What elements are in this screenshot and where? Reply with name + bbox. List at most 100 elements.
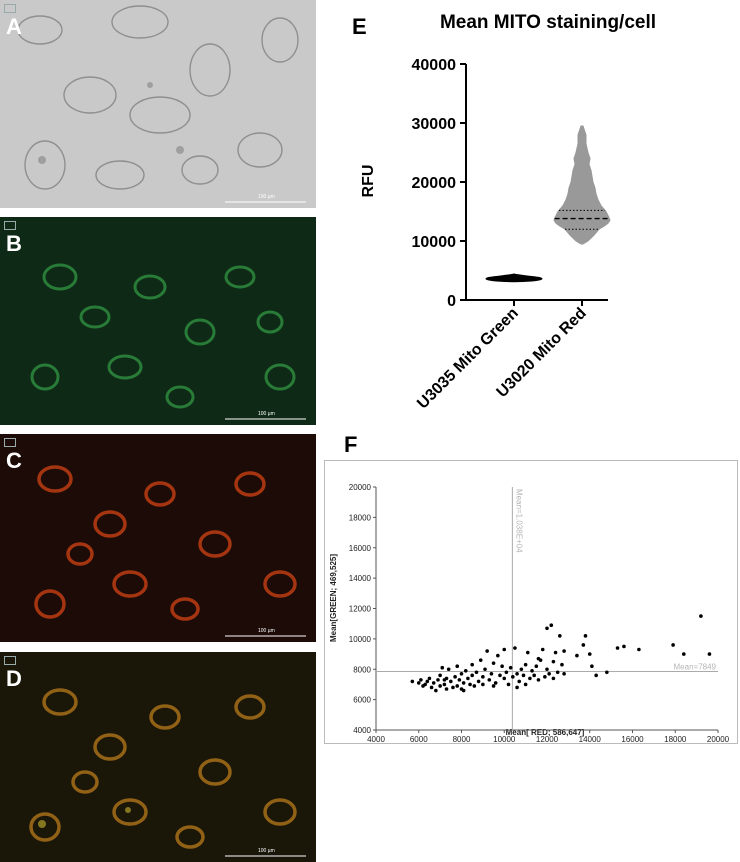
scatter-point <box>583 634 588 638</box>
scatter-point <box>515 672 519 676</box>
scatter-point <box>560 662 564 667</box>
scatter-point <box>590 664 594 669</box>
scatter-point <box>549 623 554 628</box>
x-tick-label: 8000 <box>453 735 471 744</box>
scatter-point <box>466 676 470 681</box>
scatter-point <box>455 664 460 669</box>
x-tick-label: 12000 <box>536 735 559 744</box>
scatter-point <box>453 675 457 679</box>
scatter-point <box>485 649 489 653</box>
violin-u3020-mito-red <box>553 125 611 245</box>
scatter-point <box>575 653 579 658</box>
panel-label: C <box>6 448 22 473</box>
y-tick-label: 40000 <box>412 57 457 74</box>
scatter-point <box>545 626 549 631</box>
x-tick-label: 10000 <box>493 735 516 744</box>
scatter-point <box>446 667 451 672</box>
scatter-point <box>476 679 481 684</box>
scatter-point <box>425 679 430 684</box>
scale-label: 100 µm <box>258 411 275 417</box>
scatter-point <box>455 684 460 688</box>
scatter-point <box>489 672 494 676</box>
scatter-point <box>459 672 464 676</box>
scatter-point <box>444 687 449 691</box>
scatter-point <box>461 688 466 693</box>
scatter-point <box>707 652 712 656</box>
scatter-point <box>615 646 620 650</box>
y-tick-label: 10000 <box>412 234 457 251</box>
scatter-point <box>530 668 534 673</box>
x-tick-label: 20000 <box>707 735 730 744</box>
scatter-point <box>436 678 440 682</box>
scatter-point <box>547 672 551 676</box>
scatter-point <box>427 676 432 681</box>
scatter-point <box>504 670 509 675</box>
scatter-point <box>515 685 519 690</box>
scale-label: 100 µm <box>258 194 275 200</box>
scatter-point <box>517 679 522 684</box>
scatter-point <box>431 681 436 685</box>
scatter-point <box>553 650 558 655</box>
scatter-point <box>416 681 421 685</box>
corner-icon <box>4 656 16 665</box>
scatter-point <box>478 658 483 662</box>
y-axis-label: RFU <box>360 165 377 198</box>
scatter-point <box>543 675 547 679</box>
scatter-point <box>470 662 474 667</box>
micrograph-panel-a: A 100 µm <box>0 0 316 208</box>
scatter-point <box>442 678 447 682</box>
scatter-point <box>508 665 513 670</box>
scatter-point <box>528 676 532 681</box>
y-tick-label: 10000 <box>349 635 372 644</box>
scatter-point <box>511 675 515 679</box>
scatter-point <box>699 614 703 618</box>
y-tick-label: 20000 <box>349 483 372 492</box>
scatter-point <box>581 643 586 647</box>
scatter-point <box>487 678 492 682</box>
y-tick-label: 16000 <box>349 544 372 553</box>
scatter-point <box>440 665 445 670</box>
merged-fluorescence-image <box>0 652 316 862</box>
scatter-point <box>498 673 502 678</box>
micrograph-panel-b: B 100 µm <box>0 217 316 425</box>
scale-label: 100 µm <box>258 848 275 854</box>
scatter-point <box>481 675 485 679</box>
scatter-point <box>457 678 462 682</box>
violin-chart: Mean MITO staining/cell RFU 0 10000 20000 3… <box>360 12 656 412</box>
y-tick-label: 20000 <box>412 175 457 192</box>
scatter-point <box>540 647 545 652</box>
corner-icon <box>4 438 16 447</box>
scatter-point <box>513 646 517 650</box>
y-tick-label: 30000 <box>412 116 457 133</box>
scatter-point <box>562 649 566 653</box>
scatter-point <box>502 647 507 652</box>
scatter-point <box>434 688 438 693</box>
y-tick-label: 6000 <box>353 696 371 705</box>
y-tick-label: 18000 <box>349 513 372 522</box>
scatter-point <box>519 667 524 672</box>
chart-title: Mean MITO staining/cell <box>440 12 656 33</box>
scatter-point <box>442 682 447 687</box>
y-tick-label: 0 <box>447 293 456 310</box>
y-tick-label: 4000 <box>353 726 371 735</box>
mean-y-label: Mean=7849 <box>674 663 717 672</box>
scatter-point <box>496 653 500 658</box>
scatter-point <box>534 664 539 669</box>
scatter-point <box>622 644 626 649</box>
panel-label-e: E <box>352 14 367 39</box>
scatter-point <box>461 681 466 685</box>
x-tick-label: 4000 <box>367 735 385 744</box>
scatter-point <box>491 684 496 688</box>
corner-icon <box>4 221 16 230</box>
scatter-point <box>525 650 530 655</box>
scatter-point <box>551 676 556 681</box>
scatter-point <box>555 670 560 675</box>
scale-label: 100 µm <box>258 628 275 634</box>
x-axis-label: Mean[ RED; 586,647] <box>506 728 585 737</box>
scatter-point <box>523 682 528 687</box>
scatter-point <box>474 670 479 675</box>
scatter-point <box>429 685 434 690</box>
scatter-point <box>449 679 453 684</box>
red-fluorescence-image <box>0 434 316 642</box>
scatter-point <box>558 634 562 638</box>
